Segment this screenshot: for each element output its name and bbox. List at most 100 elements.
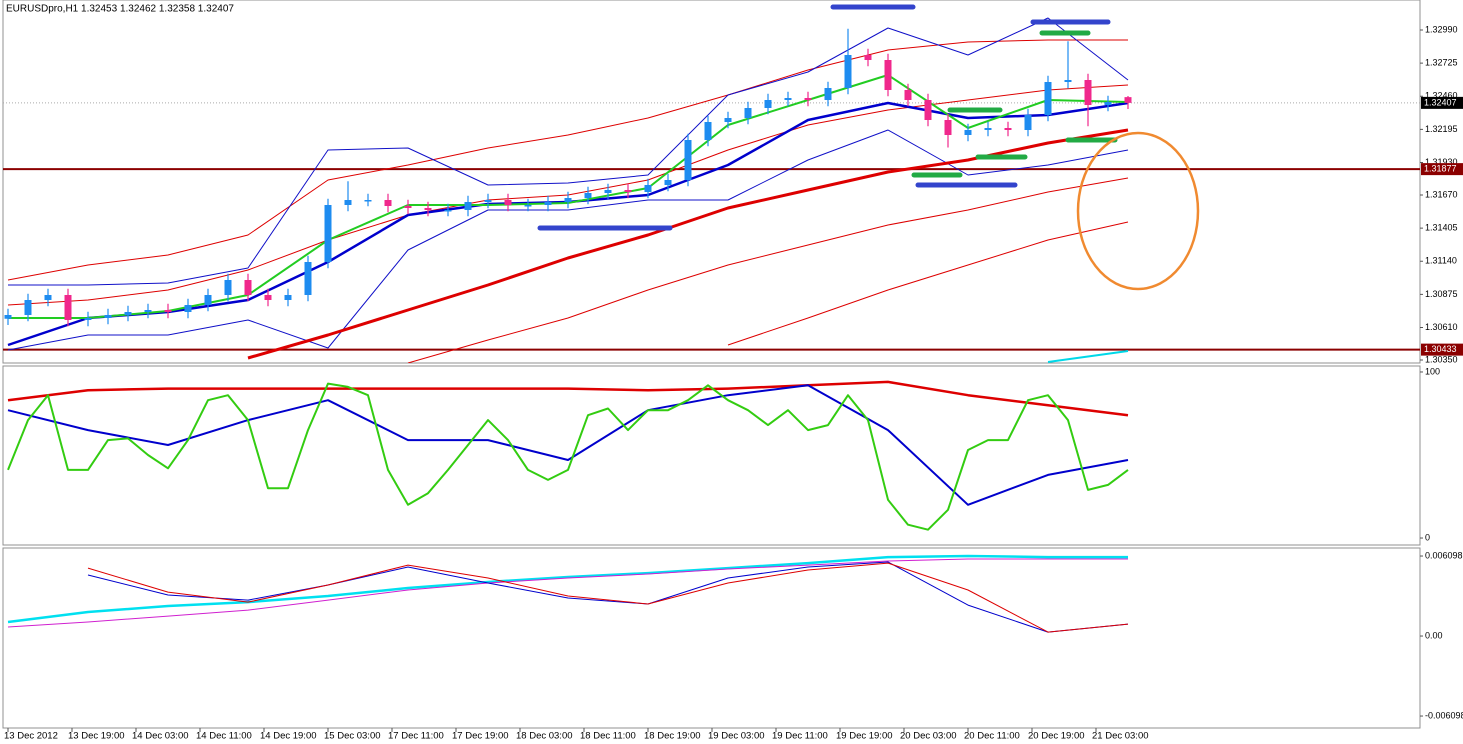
indicator-line (7, 558, 1128, 628)
price-panel (2, 0, 1421, 364)
value-axis: 100 0 (1420, 366, 1440, 542)
x-tick-label: 17 Dec 19:00 (452, 731, 509, 742)
x-tick-label: 17 Dec 11:00 (388, 731, 444, 742)
x-tick-label: 18 Dec 11:00 (580, 731, 636, 742)
candle-body (124, 312, 132, 315)
candle-body (64, 295, 72, 320)
x-tick-label: 14 Dec 11:00 (196, 731, 252, 742)
candle-body (784, 98, 792, 100)
plot-layers: 1.32990 1.32725 1.32460 1.32195 1.31930 1.316… (3, 17, 1463, 742)
x-tick-label: 20 Dec 19:00 (1028, 731, 1085, 742)
candle-body (4, 315, 12, 319)
y-tick-label: 1.31670 (1425, 189, 1458, 199)
candle-body (104, 315, 112, 318)
candle-body (764, 100, 772, 108)
x-tick-label: 13 Dec 2012 (4, 731, 58, 742)
x-tick-label: 15 Dec 03:00 (324, 731, 381, 742)
indicator-line (7, 382, 1129, 531)
oscillator-panel (2, 365, 1421, 546)
y-tick-label: 1.30875 (1425, 289, 1458, 299)
candle-body (864, 55, 872, 60)
x-tick-label: 19 Dec 19:00 (836, 731, 893, 742)
y-tick-label: 0.006098 (1425, 550, 1463, 560)
y-tick-label: 100 (1425, 366, 1440, 376)
candle-body (284, 295, 292, 300)
y-tick-label: 1.30610 (1425, 322, 1458, 332)
last-price-label: 1.32407 (1424, 97, 1457, 107)
candle-body (564, 198, 572, 202)
candle-body (424, 208, 432, 210)
candle-body (244, 280, 252, 295)
x-tick-label: 21 Dec 03:00 (1092, 731, 1149, 742)
candle-body (524, 205, 532, 207)
y-tick-label: 1.30350 (1425, 354, 1458, 364)
candle-body (224, 280, 232, 295)
highlight-ellipse (1076, 131, 1200, 291)
y-tick-label: 1.32990 (1425, 24, 1458, 34)
candle-body (704, 122, 712, 140)
level-label-box (1421, 163, 1463, 176)
indicator-line (1047, 350, 1129, 363)
candle-body (684, 140, 692, 180)
level-label: 1.31877 (1424, 164, 1457, 174)
panel-plot (7, 554, 1129, 633)
x-tick-label: 19 Dec 11:00 (772, 731, 828, 742)
y-tick-label: 1.31140 (1425, 256, 1457, 266)
candle-body (724, 118, 732, 122)
x-tick-label: 13 Dec 19:00 (68, 731, 125, 742)
x-tick-label: 14 Dec 03:00 (132, 731, 189, 742)
candle-body (544, 202, 552, 205)
candle-body (264, 295, 272, 300)
indicator-line (7, 39, 1128, 281)
candle-body (144, 310, 152, 312)
indicator-line (407, 177, 1129, 363)
x-tick-label: 14 Dec 19:00 (260, 731, 317, 742)
annotations (537, 4, 1200, 291)
panel-plot (3, 17, 1420, 363)
candle-body (584, 193, 592, 198)
candle-body (624, 190, 632, 192)
candle-body (84, 318, 92, 320)
x-tick-label: 20 Dec 03:00 (900, 731, 957, 742)
value-axis: 1.32990 1.32725 1.32460 1.32195 1.31930 1.316… (1420, 24, 1463, 364)
x-tick-label: 18 Dec 19:00 (644, 731, 701, 742)
candle-body (364, 200, 372, 202)
y-tick-label: 1.32725 (1425, 58, 1458, 68)
candle-body (1024, 115, 1032, 130)
indicator-line (7, 554, 1128, 624)
candle-body (944, 120, 952, 135)
panel-plot (7, 380, 1129, 531)
y-tick-label: 0 (1425, 532, 1430, 542)
y-tick-label: -0.006098 (1425, 710, 1463, 720)
candle-body (24, 300, 32, 315)
candle-body (824, 88, 832, 100)
y-tick-label: 1.31930 (1425, 157, 1458, 167)
indicator-line (7, 129, 1129, 351)
last-price-box (1421, 96, 1463, 109)
level-label: 1.30433 (1424, 344, 1457, 354)
candle-body (964, 130, 972, 135)
indicator-line (87, 561, 1129, 633)
candle-body (444, 210, 452, 212)
candle-body (804, 98, 812, 100)
candle-body (744, 108, 752, 118)
candle-body (1124, 97, 1132, 103)
indicator-line (727, 221, 1129, 346)
y-tick-label: 1.32195 (1425, 124, 1458, 134)
candle-body (984, 128, 992, 130)
x-tick-label: 19 Dec 03:00 (708, 731, 765, 742)
indicator-line (87, 562, 1129, 633)
candle-body (324, 205, 332, 262)
indicator-line (7, 384, 1129, 506)
candle-body (664, 180, 672, 185)
candle-body (1044, 82, 1052, 115)
candle-body (344, 200, 352, 205)
candle-body (204, 295, 212, 305)
chart-title: EURUSDpro,H1 1.32453 1.32462 1.32358 1.3… (6, 4, 234, 15)
candle-body (484, 200, 492, 202)
indicator-line (8, 17, 1129, 286)
candle-body (1104, 102, 1112, 105)
candle-body (1084, 80, 1092, 105)
candle-body (164, 310, 172, 312)
